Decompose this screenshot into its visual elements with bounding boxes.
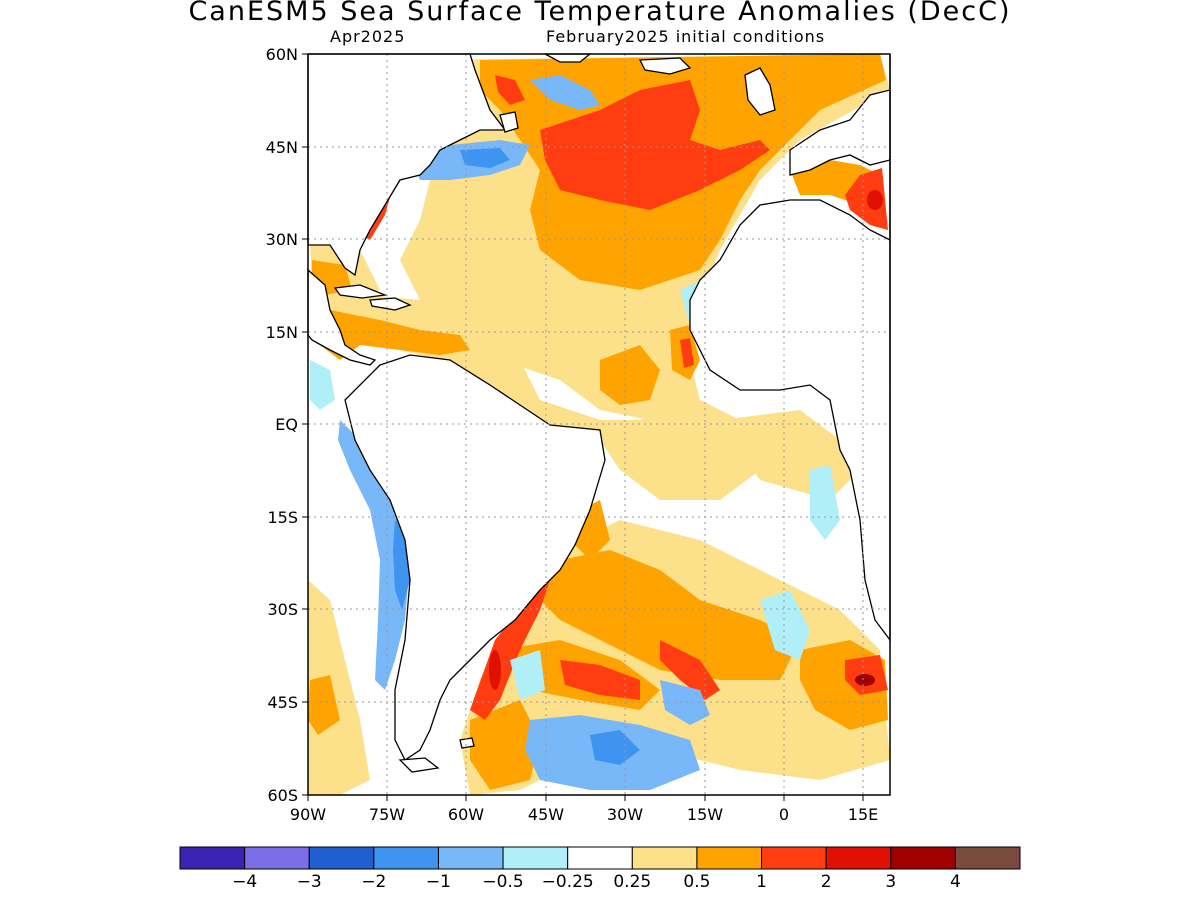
colorbar-swatch [308, 846, 375, 870]
colorbar-label: −0.25 [541, 872, 594, 892]
anomaly-west-africa-warm [600, 345, 660, 405]
anomaly-humboldt-cool [338, 420, 410, 690]
tierra-del-fuego-land [398, 757, 440, 773]
anomaly-south-atlantic-cool-2 [760, 590, 810, 660]
lon-label: 60W [448, 805, 484, 824]
anomaly-south-atlantic-warm [540, 550, 800, 680]
caribbean-islands [369, 297, 412, 311]
colorbar-label: 3 [885, 872, 897, 892]
axis-ticks [302, 53, 864, 801]
anomaly-brazil-current-strong-warm [470, 580, 550, 720]
colorbar-label: 2 [820, 872, 832, 892]
lat-label: 30S [267, 600, 298, 619]
colorbar-swatch [761, 846, 827, 870]
colorbar-label: 4 [949, 872, 961, 892]
colorbar-swatch [954, 846, 1021, 870]
iceland-land [638, 57, 692, 75]
colorbar-label: 0.5 [683, 872, 711, 892]
anomaly-angola-cool [810, 465, 840, 540]
north-america-land [307, 53, 507, 277]
anomaly-argentina-cool [510, 650, 545, 700]
lon-label: 90W [290, 805, 326, 824]
colorbar-swatch [179, 846, 246, 870]
falklands-land [459, 737, 475, 749]
colorbar-label: −2 [361, 872, 387, 892]
anomaly-newfoundland-strong-cool [460, 148, 510, 168]
anomaly-southeast-pacific-light-warm [308, 580, 370, 795]
colorbar-label: 1 [756, 872, 767, 892]
lat-label: 45S [267, 693, 298, 712]
anomaly-labrador-cool [530, 75, 600, 110]
anomaly-labrador-strong-warm [495, 75, 525, 105]
forecast-month: Apr2025 [330, 27, 406, 46]
lon-label: 45W [528, 805, 564, 824]
anomaly-adriatic-strong-warm [845, 168, 888, 230]
colorbar-swatch [244, 846, 310, 870]
central-america-land [307, 268, 377, 366]
land [307, 53, 891, 773]
colorbar-swatch [373, 846, 439, 870]
colorbar-swatch [437, 846, 504, 870]
anomaly-field [308, 54, 890, 795]
initial-conditions-note: February2025 initial conditions [546, 27, 826, 46]
colorbar-label: −3 [296, 872, 322, 892]
colorbar-label: −4 [232, 872, 258, 892]
lat-label: 60S [267, 786, 298, 805]
lon-label: 75W [369, 805, 405, 824]
anomaly-caribbean-warm [320, 310, 470, 360]
africa-europe-land [689, 54, 891, 642]
colorbar-swatch [502, 846, 569, 870]
lat-label: 30N [266, 230, 298, 249]
anomaly-pacific-cool [310, 360, 335, 410]
colorbar-label: 0.25 [613, 872, 652, 892]
newfoundland-land [499, 111, 519, 133]
south-america-land [344, 354, 606, 761]
lon-label: 30W [607, 805, 643, 824]
lat-label: 45N [266, 138, 298, 157]
lon-label: 15W [687, 805, 723, 824]
longitude-labels: 90W 75W 60W 45W 30W 15W 0 15E [290, 805, 878, 824]
lon-label: 15E [848, 805, 878, 824]
colorbar-swatch [890, 846, 956, 870]
graticule [308, 54, 890, 795]
colorbar-label: −1 [425, 872, 451, 892]
anomaly-south-atlantic-cool [660, 680, 710, 725]
colorbar-swatch [825, 846, 892, 870]
chart-title: CanESM5 Sea Surface Temperature Anomalie… [188, 0, 1012, 27]
anomaly-pacific-warm [308, 675, 340, 735]
anomaly-north-atlantic-strong-warm [540, 80, 770, 210]
lat-label: 15N [266, 323, 298, 342]
anomaly-hot-core-europe [867, 190, 883, 210]
lat-label: 15S [267, 508, 298, 527]
anomaly-hot-core-east [855, 674, 875, 686]
latitude-labels: 60N 45N 30N 15N EQ 15S 30S 45S 60S [266, 45, 298, 805]
british-isles-land [744, 67, 776, 116]
colorbar-label: −0.5 [482, 872, 524, 892]
europe-land [789, 89, 891, 176]
colorbar-swatch [696, 846, 763, 870]
cuba-land [333, 284, 388, 299]
colorbar-swatch [567, 846, 633, 870]
anomaly-south-atlantic-strong-warm [560, 660, 640, 700]
anomaly-guinea-strong-warm [680, 338, 694, 368]
anomaly-southern-ocean-warm [470, 700, 540, 790]
lon-label: 0 [779, 805, 789, 824]
lat-label: 60N [266, 45, 298, 64]
lat-label: EQ [275, 415, 298, 434]
colorbar-swatch [631, 846, 698, 870]
anomaly-southern-ocean-strong-cool [590, 730, 640, 765]
colorbar [179, 846, 1021, 870]
anomaly-hot-core-west [489, 650, 501, 690]
